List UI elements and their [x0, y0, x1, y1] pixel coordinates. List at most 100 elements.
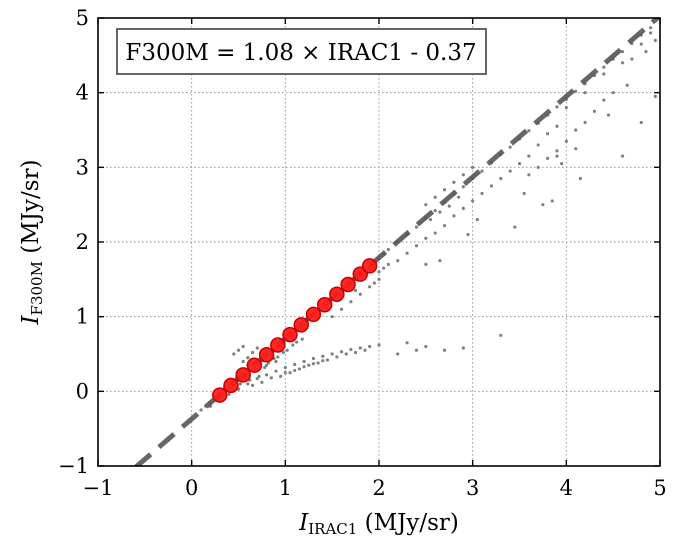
scatter-point — [424, 262, 428, 266]
scatter-point — [527, 173, 531, 177]
scatter-point — [405, 251, 409, 255]
scatter-point — [246, 382, 250, 386]
scatter-point — [386, 247, 390, 252]
scatter-point — [349, 347, 353, 352]
scatter-point — [255, 346, 259, 350]
x-tick-label: 4 — [560, 476, 573, 500]
annotation-frame — [116, 28, 487, 75]
y-axis-title: IF300M (MJy/sr) — [18, 159, 46, 325]
scatter-point — [396, 259, 400, 263]
scatter-point — [227, 392, 231, 396]
scatter-point — [620, 50, 625, 54]
scatter-point — [649, 31, 653, 35]
scatter-point — [236, 348, 241, 352]
binned-points — [212, 258, 378, 403]
scatter-point — [288, 371, 292, 375]
binned-point — [235, 367, 251, 383]
fit-annotation-box: F300M = 1.08 × IRAC1 - 0.37 — [116, 28, 487, 75]
scatter-point — [377, 277, 381, 281]
scatter-point — [508, 145, 512, 149]
scatter-point — [293, 368, 297, 373]
scatter-point — [527, 154, 531, 158]
scatter-point — [527, 129, 531, 133]
scatter-point — [353, 350, 358, 355]
binned-point — [361, 258, 378, 274]
x-tick-label: 1 — [279, 476, 292, 500]
scatter-point — [241, 359, 245, 364]
scatter-point — [536, 165, 540, 169]
scatter-point — [442, 348, 447, 352]
scatter-point — [283, 365, 287, 370]
scatter-point — [438, 259, 442, 263]
y-tick-label: −1 — [58, 454, 89, 478]
scatter-point — [368, 344, 372, 349]
scatter-point — [414, 348, 419, 352]
binned-point — [212, 387, 228, 403]
binned-point — [223, 377, 239, 394]
scatter-point — [377, 270, 381, 274]
scatter-point — [452, 214, 456, 218]
scatter-point — [564, 106, 568, 110]
scatter-point — [611, 91, 615, 95]
binned-point — [246, 357, 263, 373]
scatter-point — [199, 408, 203, 412]
scatter-point — [578, 176, 582, 181]
scatter-point — [321, 354, 325, 358]
scatter-point — [285, 348, 289, 352]
scatter-point — [269, 376, 273, 380]
scatter-point — [471, 165, 475, 169]
scatter-point — [461, 173, 465, 177]
x-axis-title: IIRAC1 (MJy/sr) — [298, 510, 459, 538]
scatter-point — [358, 292, 362, 296]
binned-point — [329, 286, 345, 303]
scatter-point — [499, 333, 503, 337]
scatter-point — [653, 94, 657, 98]
scatter-point — [536, 143, 540, 147]
scatter-point — [424, 344, 428, 349]
scatter-point — [263, 365, 267, 370]
scatter-point — [442, 188, 447, 192]
binned-point — [305, 306, 322, 323]
scatter-point — [583, 120, 587, 125]
grid-lines — [98, 18, 660, 466]
binned-point — [316, 296, 333, 313]
scatter-point — [602, 98, 606, 102]
annotation-text: F300M = 1.08 × IRAC1 - 0.37 — [125, 40, 476, 66]
scatter-point — [386, 262, 390, 266]
scatter-point — [471, 199, 475, 203]
scatter-point — [302, 365, 306, 369]
scatter-point — [307, 363, 311, 367]
scatter-point — [602, 72, 606, 76]
scatter-point — [625, 83, 629, 87]
scatter-point — [283, 371, 287, 375]
scatter-point — [316, 361, 320, 365]
scatter-point — [555, 124, 559, 128]
scatter-point — [620, 154, 625, 158]
scatter-point — [461, 346, 465, 350]
scatter-point — [274, 369, 278, 373]
x-tick-label: 3 — [466, 476, 479, 500]
scatter-point — [405, 341, 409, 345]
scatter-point — [480, 191, 484, 196]
scatter-point — [513, 225, 517, 229]
binned-point — [270, 337, 286, 353]
scatter-point — [311, 362, 316, 366]
scatter-point — [279, 374, 283, 378]
y-tick-label: 5 — [76, 6, 89, 30]
x-tick-label: 2 — [372, 476, 385, 500]
scatter-point — [508, 169, 512, 173]
scatter-point — [653, 38, 657, 43]
scatter-point — [297, 367, 301, 371]
scatter-point — [311, 356, 316, 361]
scatter-point — [592, 109, 597, 113]
scatter-point — [466, 232, 470, 237]
scatter-point — [274, 359, 278, 364]
scatter-point — [574, 128, 578, 132]
scatter-point — [433, 231, 437, 235]
scatter-point — [480, 169, 484, 173]
scatter-point — [281, 350, 286, 355]
binned-point — [282, 326, 298, 343]
scatter-point — [424, 203, 428, 207]
scatter-point — [344, 352, 348, 356]
